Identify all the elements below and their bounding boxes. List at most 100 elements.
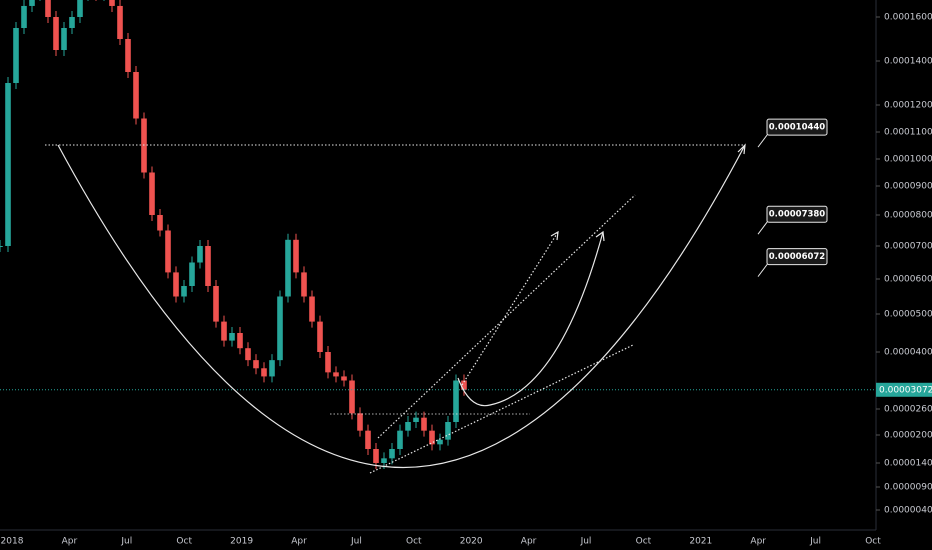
candle [237,333,243,349]
candle [149,172,155,215]
candle [221,321,227,341]
x-tick-label: Jul [120,537,132,547]
x-tick-label: Oct [406,537,422,547]
candle [261,368,267,377]
candle [341,376,347,381]
candle [205,246,211,286]
plot-area [0,0,876,469]
candle [461,380,467,390]
drawings [45,143,746,474]
candle [53,17,59,50]
x-tick-label: Oct [176,537,192,547]
x-tick-label: Jul [580,537,592,547]
candle [29,0,35,6]
candle [253,360,259,369]
arrow-head [737,143,746,155]
x-tick-label: 2018 [1,537,24,547]
candle [277,296,283,361]
candle [21,5,27,29]
candle [301,272,307,297]
candle [429,430,435,445]
candle [117,5,123,39]
candle [373,449,379,463]
candle [325,352,331,373]
x-tick-label: Apr [521,537,537,547]
x-tick-label: 2020 [460,537,483,547]
callout-box [766,248,828,266]
candle [69,17,75,28]
candle [165,230,171,273]
candle [45,0,51,17]
candle [229,333,235,341]
candle [197,246,203,263]
candle [365,430,371,449]
x-tick-label: Jul [350,537,362,547]
candle [389,449,395,459]
candle [269,360,275,377]
callout-label: 0.00006072 [769,252,826,262]
candle [437,439,443,445]
candle [13,28,19,83]
x-tick-label: 2019 [230,537,253,547]
candle [285,239,291,297]
x-tick-label: Oct [865,537,881,547]
candle [357,413,363,431]
trend-line [377,194,636,439]
candle [133,72,139,119]
projection-curve [457,231,604,407]
cup-curve [57,144,746,468]
candle [189,262,195,286]
candle [381,458,387,463]
candle [173,272,179,297]
candle [445,422,451,440]
x-tick-label: Apr [750,537,766,547]
x-tick-label: Apr [62,537,78,547]
candle [293,239,299,273]
candle [0,246,3,247]
x-tick-label: Oct [636,537,652,547]
candle [213,286,219,322]
x-tick-label: Jul [809,537,821,547]
projection-line [461,231,559,386]
candle [125,39,131,72]
candle [453,380,459,422]
candle [61,28,67,50]
current-price-tag [876,382,932,397]
candle [317,321,323,352]
candle [421,417,427,431]
candle [405,422,411,431]
callout-label: 0.00007380 [769,210,826,220]
candle [413,417,419,422]
arrow-head [550,230,559,241]
arrow-head [595,230,605,242]
candle [181,286,187,297]
candle [349,380,355,414]
candle [109,0,115,6]
candle [5,83,11,246]
x-tick-label: 2021 [689,537,712,547]
x-tick-label: Apr [291,537,307,547]
candle [157,215,163,231]
current-price-label: 0.00003072 [879,385,932,395]
candle [333,372,339,377]
callout-box [766,118,828,136]
candle [245,348,251,361]
candle [309,296,315,322]
